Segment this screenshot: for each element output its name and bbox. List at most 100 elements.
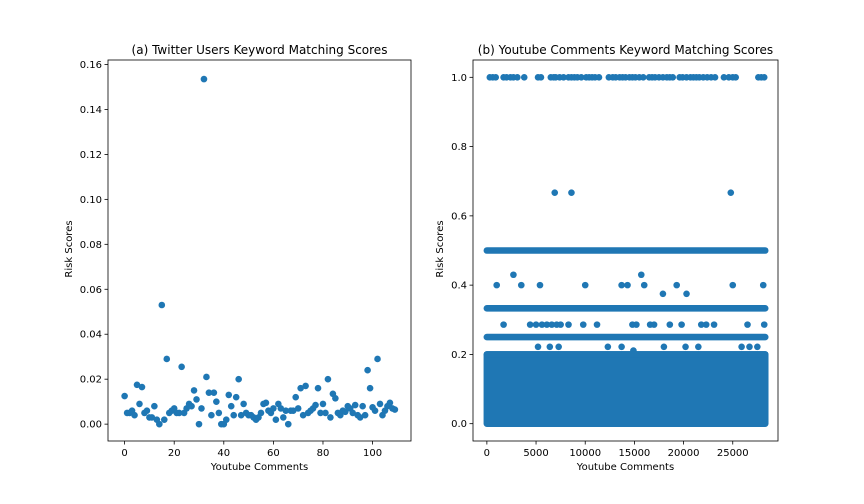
data-point	[577, 74, 585, 81]
data-point	[332, 394, 339, 402]
data-point	[143, 407, 151, 414]
data-point	[630, 347, 637, 354]
data-point	[391, 406, 399, 413]
data-point	[702, 321, 710, 328]
data-point	[371, 407, 379, 414]
data-point	[148, 414, 156, 421]
data-point	[538, 321, 546, 328]
chart-b-ylabel: Risk Scores	[435, 220, 446, 277]
data-point	[760, 74, 768, 81]
data-point	[711, 74, 719, 81]
chart-a-xtick-label: 40	[217, 448, 230, 459]
chart-a-ytick-label: 0.06	[80, 285, 102, 296]
data-point	[760, 321, 768, 328]
point-row	[483, 247, 769, 254]
data-point	[302, 382, 309, 390]
data-point	[235, 375, 242, 383]
data-point	[225, 391, 233, 399]
chart-b-title: (b) Youtube Comments Keyword Matching Sc…	[478, 43, 773, 57]
data-point	[327, 414, 334, 421]
data-point	[727, 189, 735, 196]
chart-b-ticks: 0 5000 10000 15000 20000 25000 0.0 0.2 0.4 0.6 0.8…	[451, 73, 749, 459]
data-point	[546, 343, 554, 351]
chart-a-ytick-label: 0.02	[80, 375, 102, 386]
data-point	[604, 343, 612, 351]
point-row	[483, 333, 769, 341]
data-point	[222, 416, 230, 423]
data-point	[341, 408, 349, 416]
data-point	[374, 355, 381, 363]
data-point	[270, 405, 277, 412]
data-point	[319, 400, 327, 408]
data-point	[500, 321, 507, 328]
data-point	[215, 409, 223, 417]
data-point	[376, 400, 384, 408]
data-point	[754, 343, 761, 351]
data-point	[595, 74, 603, 81]
data-point	[361, 411, 369, 419]
data-point	[682, 343, 689, 351]
chart-a-xtick-label: 80	[317, 448, 330, 459]
data-point	[366, 384, 374, 392]
data-point	[356, 414, 364, 421]
data-point	[317, 409, 324, 417]
chart-a-xtick-label: 100	[363, 448, 382, 459]
data-point	[581, 281, 589, 289]
data-point	[557, 321, 564, 328]
data-point	[666, 321, 674, 328]
chart-b-ytick-label: 1.0	[451, 73, 467, 84]
chart-a-ytick-label: 0.14	[80, 105, 102, 116]
data-point	[272, 416, 280, 423]
data-point	[131, 411, 138, 419]
data-point	[537, 74, 545, 81]
data-point	[203, 373, 210, 381]
data-point	[322, 409, 329, 417]
data-point	[618, 281, 625, 289]
chart-b-xtick-label: 15000	[618, 448, 650, 459]
data-point	[548, 321, 556, 328]
data-point	[759, 281, 767, 289]
data-point	[294, 405, 302, 412]
chart-b-ytick-label: 0.2	[451, 350, 467, 361]
data-point	[359, 402, 366, 410]
data-point	[729, 281, 737, 289]
point-row	[483, 351, 769, 358]
data-point	[200, 75, 208, 83]
data-point	[732, 74, 740, 81]
data-point	[555, 343, 562, 351]
data-point	[710, 321, 718, 328]
data-point	[280, 414, 287, 421]
data-point	[746, 343, 753, 351]
data-point	[560, 74, 567, 81]
data-point	[526, 321, 534, 328]
data-point	[593, 321, 601, 328]
data-point	[282, 407, 290, 414]
data-point	[637, 271, 645, 279]
chart-b-ytick-label: 0.6	[451, 211, 467, 222]
data-point	[669, 74, 677, 81]
data-point	[133, 381, 141, 389]
data-point	[543, 321, 551, 328]
data-point	[744, 321, 751, 328]
data-point	[232, 393, 240, 401]
chart-b-points	[483, 74, 769, 427]
data-point	[151, 402, 158, 410]
data-point	[257, 409, 265, 417]
data-point	[289, 407, 297, 414]
chart-b-xtick-label: 25000	[717, 448, 749, 459]
data-point	[678, 321, 685, 328]
chart-a-points	[121, 75, 399, 428]
data-point	[351, 401, 359, 409]
data-point	[697, 321, 705, 328]
chart-a-xtick-label: 60	[267, 448, 280, 459]
chart-a-ytick-label: 0.16	[80, 60, 102, 71]
data-point	[536, 281, 544, 289]
data-point	[493, 281, 501, 289]
data-point	[695, 343, 702, 351]
data-point	[198, 405, 205, 412]
data-point	[277, 405, 285, 412]
data-point	[349, 409, 357, 417]
data-point	[510, 271, 517, 279]
data-point	[237, 411, 245, 419]
chart-b-xtick-label: 5000	[523, 448, 548, 459]
